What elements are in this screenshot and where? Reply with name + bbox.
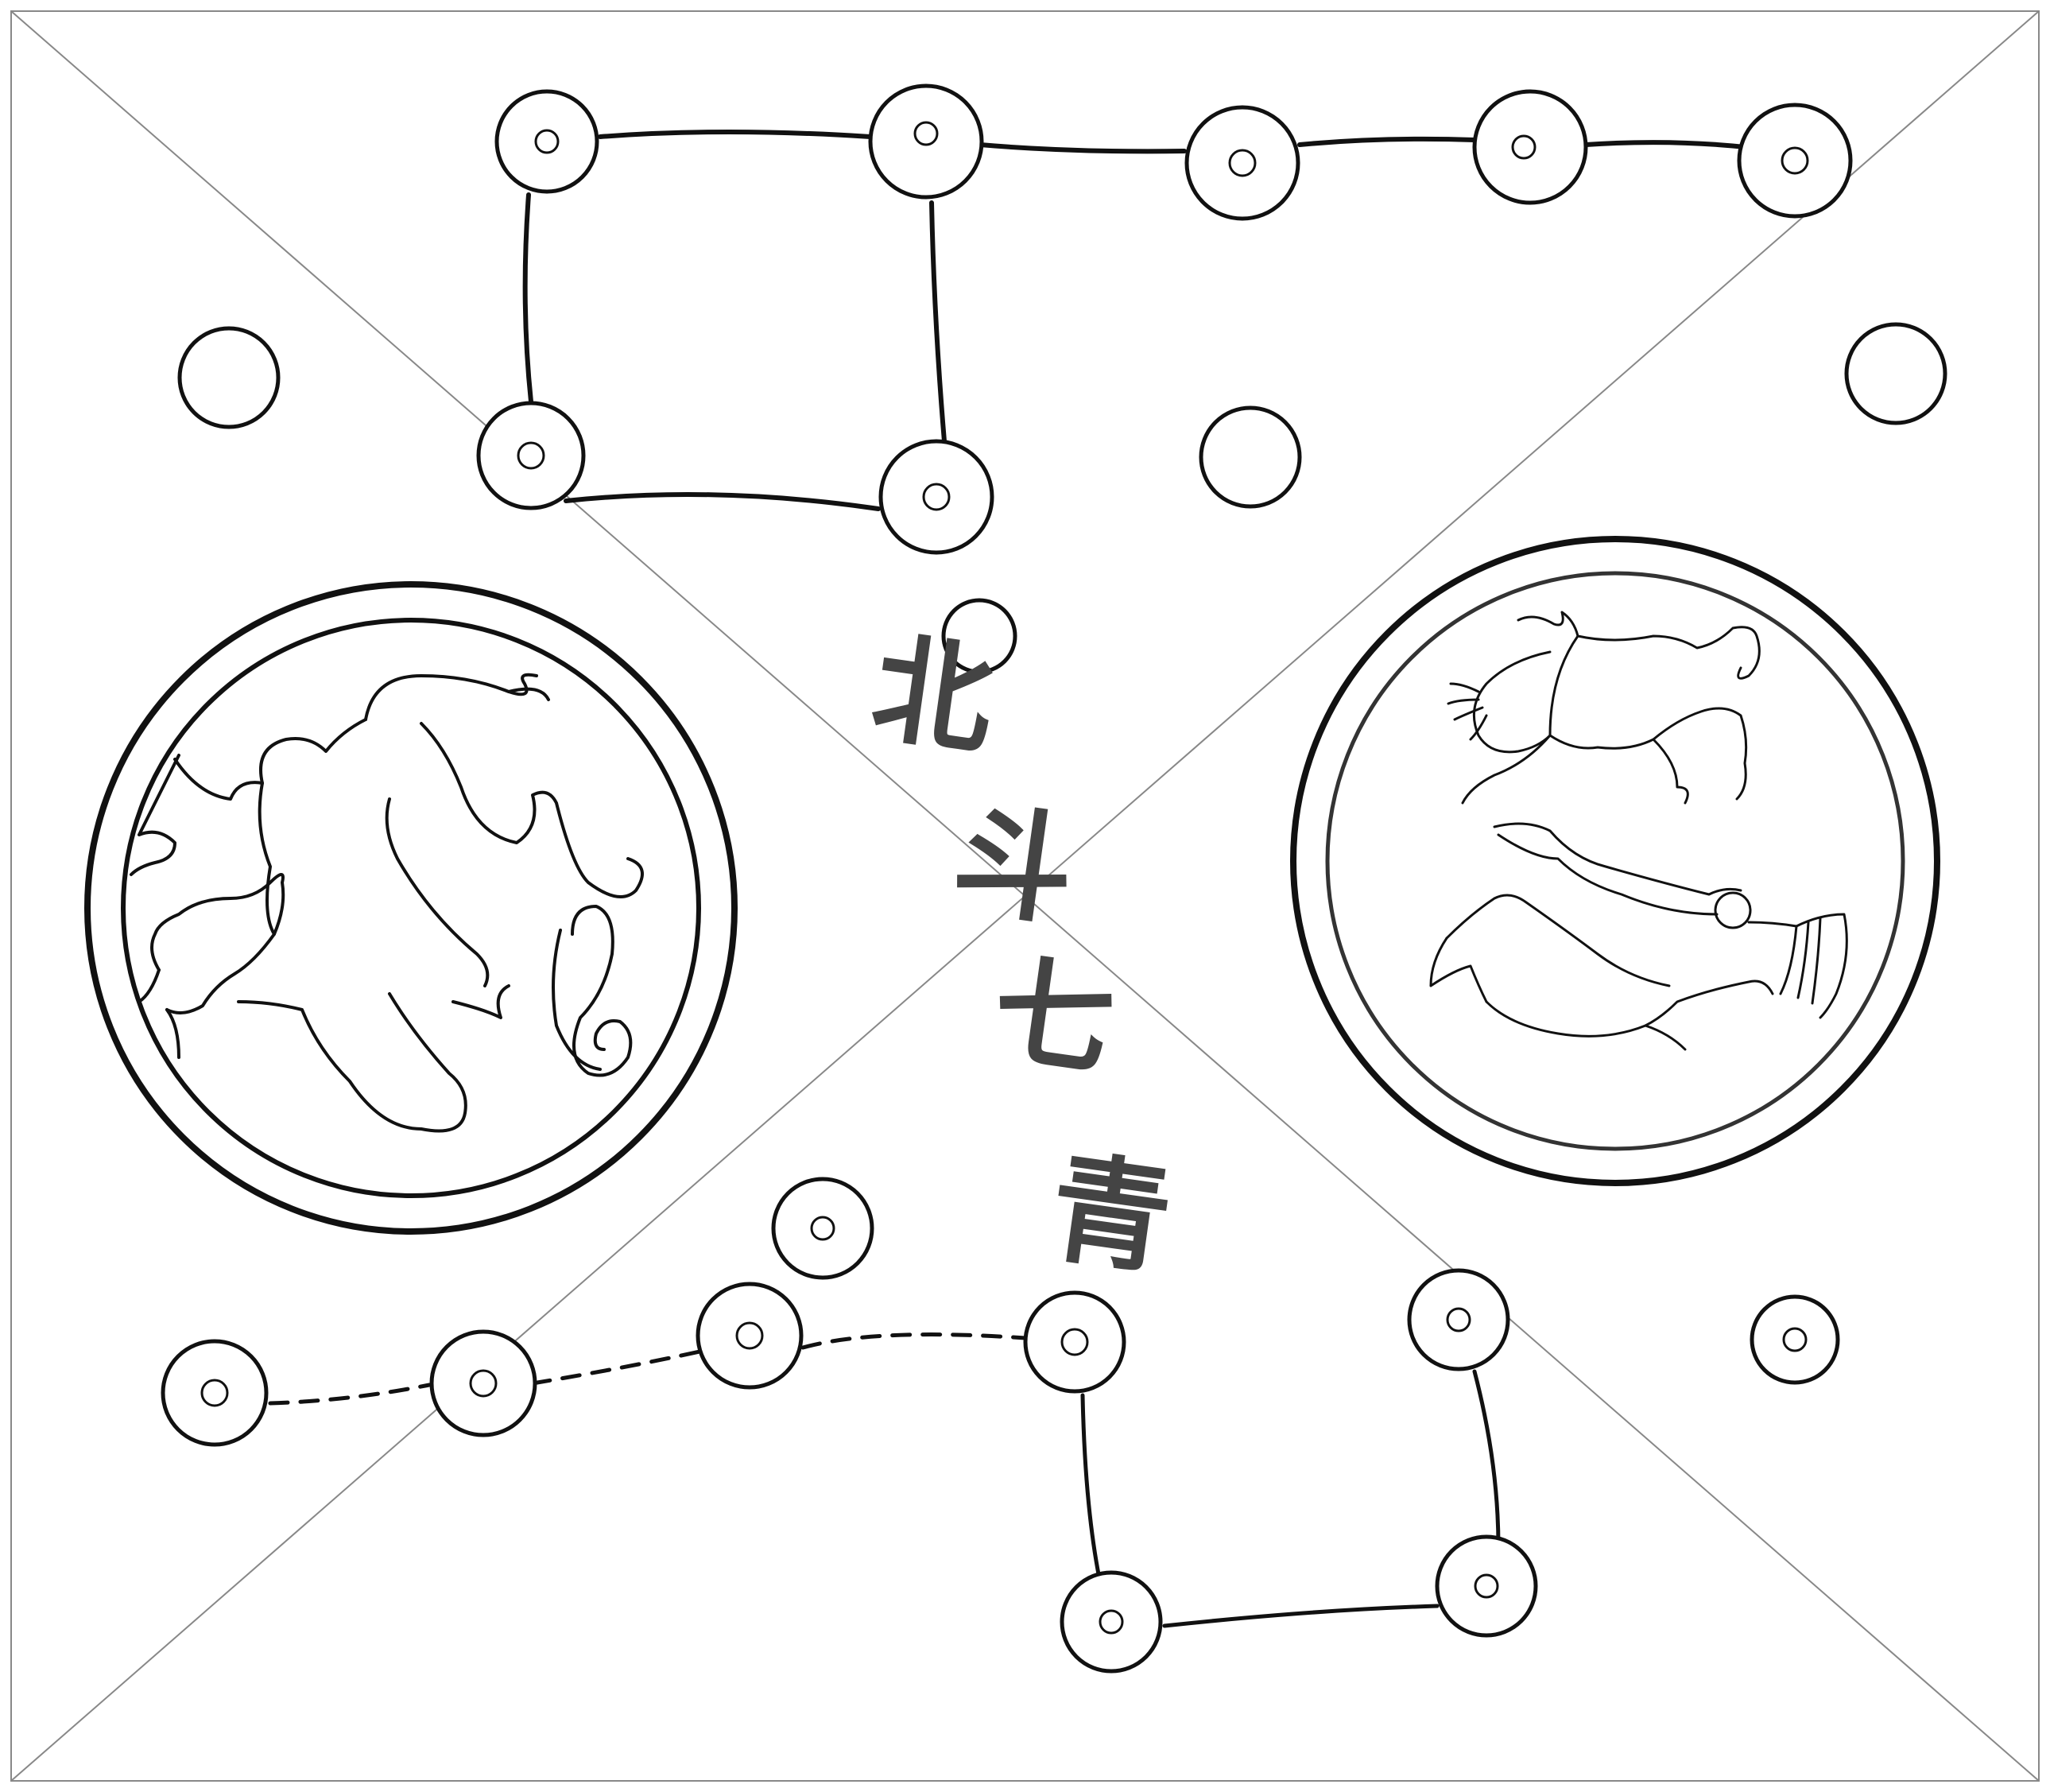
line-segment (1472, 1369, 1501, 1549)
star (1060, 1570, 1163, 1674)
title-char: 斗 (945, 789, 1083, 943)
medallion-inner-ring (121, 618, 701, 1198)
title-char: 北 (864, 619, 1002, 773)
isolated-star (1199, 405, 1302, 509)
line-segment (1583, 140, 1747, 149)
line-segment (1162, 1604, 1440, 1628)
star (771, 1177, 874, 1280)
line-segment (978, 142, 1187, 154)
isolated-star (177, 326, 281, 429)
two-animals-motif (1429, 611, 1848, 1051)
isolated-star (1750, 1294, 1840, 1385)
title-char: 青 (1042, 1138, 1180, 1292)
star (161, 1339, 269, 1447)
line-segment (929, 200, 947, 444)
star (1407, 1268, 1510, 1371)
dashed-line-segment (268, 1383, 432, 1406)
medallion-inner-ring (1325, 571, 1905, 1151)
star (1472, 89, 1588, 205)
dashed-line-segment (800, 1332, 1028, 1350)
star (476, 401, 586, 510)
diagonal-tr-bl (10, 10, 2040, 1782)
frame (10, 10, 2040, 1782)
line-segment (1080, 1393, 1103, 1588)
title-char: 七 (985, 941, 1122, 1094)
title: 北 斗 七 青 (864, 619, 1179, 1293)
star (1435, 1534, 1538, 1638)
right-medallion (1290, 536, 1940, 1186)
star (1184, 105, 1300, 221)
medallion-outer-ring (84, 581, 738, 1235)
line-segment (1297, 136, 1477, 147)
star (1737, 103, 1853, 219)
dragon-tiger-motif (130, 673, 644, 1133)
star (494, 89, 599, 194)
isolated-star (941, 598, 1017, 674)
star (429, 1329, 537, 1437)
isolated-star (1844, 322, 1947, 425)
line-segment (598, 130, 873, 139)
line-segment (564, 492, 881, 511)
bottom-constellation-lines (268, 1332, 1501, 1628)
top-constellation-lines (522, 130, 1747, 511)
left-medallion (84, 581, 738, 1235)
star (696, 1282, 804, 1390)
medallion-outer-ring (1290, 536, 1940, 1186)
outer-border (10, 10, 2040, 1782)
line-segment (522, 192, 533, 404)
dashed-line-segment (530, 1349, 702, 1386)
star (878, 439, 994, 555)
star (868, 83, 984, 200)
stars (161, 83, 1947, 1674)
star (1023, 1290, 1126, 1394)
